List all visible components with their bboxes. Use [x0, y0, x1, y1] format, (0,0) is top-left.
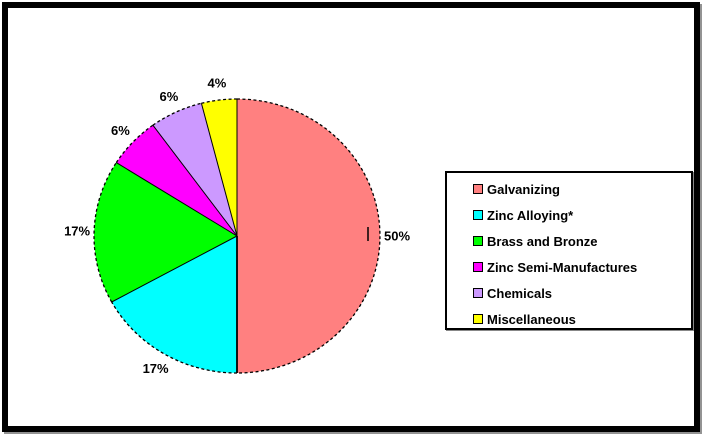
legend-swatch-galvanizing — [473, 184, 483, 194]
pie-rim-arc — [111, 301, 238, 374]
pie-rim-arc — [236, 98, 381, 374]
pie-slice-zinc-alloying — [111, 236, 237, 373]
slice-value-label: 50% — [384, 229, 410, 244]
legend-item: Brass and Bronze — [447, 228, 691, 254]
legend-swatch-zinc-semi-manufactures — [473, 262, 483, 272]
legend-swatch-brass-and-bronze — [473, 236, 483, 246]
legend-swatch-zinc-alloying — [473, 210, 483, 220]
pie-slice-chemicals — [152, 103, 237, 236]
pie-rim-arc — [115, 124, 154, 163]
legend-swatch-chemicals — [473, 288, 483, 298]
slice-divider-line — [152, 124, 238, 237]
slice-divider-line — [111, 235, 238, 303]
slice-value-label: 6% — [111, 123, 130, 138]
legend-label: Zinc Alloying* — [487, 207, 574, 223]
pie-slice-galvanizing — [237, 99, 380, 373]
pie-rim-arc — [152, 102, 202, 126]
legend-label: Zinc Semi-Manufactures — [487, 259, 638, 275]
slice-value-label: 6% — [160, 89, 179, 104]
legend-item: Zinc Alloying* — [447, 202, 691, 228]
legend-swatch-miscellaneous — [473, 314, 483, 324]
legend-label: Miscellaneous — [487, 311, 576, 327]
legend-item: Galvanizing — [447, 176, 691, 202]
slice-value-label: 17% — [64, 224, 90, 239]
legend-item: Miscellaneous — [447, 306, 691, 332]
legend-label: Galvanizing — [487, 181, 560, 197]
pie-rim-arc — [93, 162, 117, 303]
pie-slice-brass-and-bronze — [94, 162, 237, 302]
legend-item: Zinc Semi-Manufactures — [447, 254, 691, 280]
slice-divider-line — [200, 103, 238, 237]
legend-label: Brass and Bronze — [487, 233, 598, 249]
pie-slice-zinc-semi-manufactures — [116, 125, 237, 236]
slice-value-label: 17% — [143, 361, 169, 376]
slice-divider-line — [116, 162, 238, 237]
slice-value-label: 4% — [208, 76, 227, 91]
legend-item: Chemicals — [447, 280, 691, 306]
legend-label: Chemicals — [487, 285, 553, 301]
chart-legend: Galvanizing Zinc Alloying* Brass and Bro… — [445, 171, 693, 330]
